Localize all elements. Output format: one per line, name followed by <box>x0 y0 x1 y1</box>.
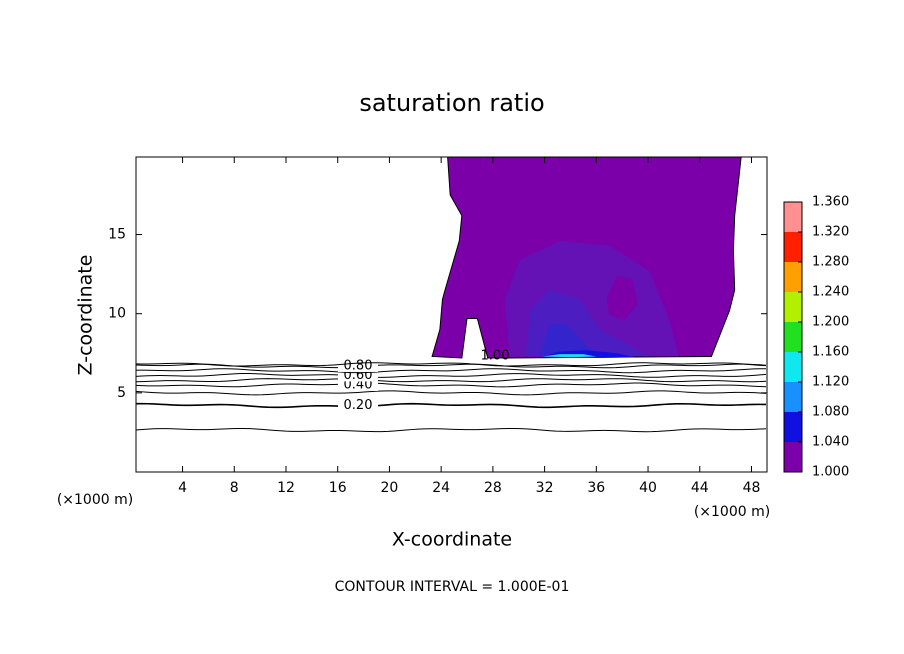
colorbar-label: 1.000 <box>812 465 849 480</box>
x-tick-label: 48 <box>743 480 761 496</box>
chart-title: saturation ratio <box>359 89 544 117</box>
x-tick-label: 44 <box>691 480 709 496</box>
colorbar-label: 1.160 <box>812 345 849 360</box>
x-tick-label: 8 <box>230 480 239 496</box>
x-unit: (×1000 m) <box>694 504 770 520</box>
filled-region <box>606 275 638 321</box>
contour-label: 0.20 <box>344 398 373 413</box>
colorbar-band <box>784 322 802 352</box>
y-tick-label: 5 <box>117 385 126 401</box>
colorbar-band <box>784 352 802 382</box>
x-tick-label: 4 <box>178 480 187 496</box>
contour-label: 0.80 <box>344 358 373 373</box>
contour-line <box>135 427 767 433</box>
x-tick-label: 16 <box>329 480 347 496</box>
colorbar-band <box>784 442 802 472</box>
contour-line <box>135 373 767 378</box>
contour-label: 1.00 <box>481 349 510 364</box>
x-tick-label: 40 <box>639 480 657 496</box>
contour-line <box>135 362 767 367</box>
colorbar-label: 1.200 <box>812 315 849 330</box>
colorbar-band <box>784 412 802 442</box>
contour-line <box>135 368 767 374</box>
filled-region <box>542 354 597 358</box>
x-tick-label: 12 <box>277 480 295 496</box>
x-axis-label: X-coordinate <box>392 529 512 551</box>
y-tick-label: 15 <box>108 227 126 243</box>
colorbar-label: 1.040 <box>812 435 849 450</box>
colorbar-label: 1.080 <box>812 405 849 420</box>
contour-line <box>135 390 767 396</box>
label-bg <box>338 399 378 412</box>
colorbar-band <box>784 262 802 292</box>
x-tick-label: 32 <box>536 480 554 496</box>
label-bg <box>338 378 378 391</box>
contour-line <box>135 378 767 383</box>
x-tick-label: 20 <box>381 480 399 496</box>
colorbar-frame <box>783 201 803 473</box>
x-tick-label: 28 <box>484 480 502 496</box>
colorbar-band <box>784 292 802 322</box>
colorbar-band <box>784 232 802 262</box>
y-tick-label: 10 <box>108 306 126 322</box>
colorbar-label: 1.320 <box>812 225 849 240</box>
y-axis-label: Z-coordinate <box>75 255 97 376</box>
x-tick-label: 36 <box>587 480 605 496</box>
colorbar-label: 1.280 <box>812 255 849 270</box>
colorbar-label: 1.120 <box>812 375 849 390</box>
x-tick-label: 24 <box>432 480 450 496</box>
colorbar-band <box>784 202 802 232</box>
x-unit: (×1000 m) <box>57 492 133 508</box>
footer: CONTOUR INTERVAL = 1.000E-01 <box>335 579 570 595</box>
colorbar-label: 1.240 <box>812 285 849 300</box>
contour-line <box>135 382 767 388</box>
filled-region <box>539 323 599 357</box>
plot-frame <box>135 156 768 473</box>
colorbar-band <box>784 382 802 412</box>
contour-line <box>135 402 767 409</box>
colorbar-label: 1.360 <box>812 195 849 210</box>
